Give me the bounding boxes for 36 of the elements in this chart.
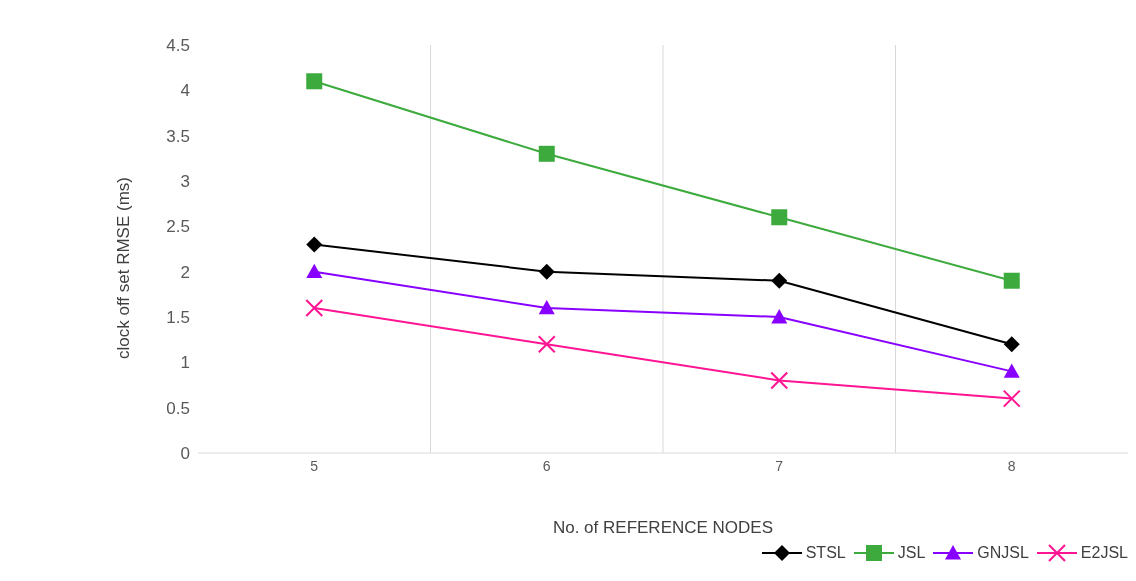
- x-tick-label: 6: [542, 457, 551, 474]
- point: [538, 299, 555, 315]
- point: [538, 263, 555, 280]
- y-tick-label: 2.5: [166, 217, 190, 237]
- point: [771, 209, 788, 226]
- x-tick-label: 8: [1007, 457, 1016, 474]
- x-axis-title: No. of REFERENCE NODES: [552, 518, 774, 537]
- y-tick-label: 0: [180, 444, 190, 464]
- y-tick-label: 3: [180, 172, 190, 192]
- point: [538, 145, 555, 162]
- x-tick-label: 7: [775, 457, 784, 474]
- point: [1002, 389, 1021, 408]
- y-tick-label: 1: [180, 353, 190, 373]
- point: [306, 236, 323, 253]
- point: [1003, 272, 1020, 289]
- legend-label: E2JSL: [1080, 544, 1128, 562]
- point: [770, 371, 789, 390]
- point: [1003, 336, 1020, 353]
- y-tick-label: 0.5: [166, 398, 190, 418]
- point: [537, 335, 556, 354]
- y-tick-label: 1.5: [166, 308, 190, 328]
- point: [306, 263, 323, 279]
- point: [306, 73, 323, 90]
- y-tick-label: 2: [180, 262, 190, 282]
- point: [1003, 363, 1020, 378]
- x-tick-label: 5: [310, 457, 319, 474]
- legend-label: STSL: [805, 544, 846, 562]
- y-tick-label: 4.5: [166, 36, 190, 56]
- legend-label: JSL: [897, 544, 926, 562]
- point: [771, 309, 788, 324]
- y-tick-label: 3.5: [166, 126, 190, 146]
- legend-label: GNJSL: [977, 544, 1029, 562]
- point: [771, 272, 788, 289]
- point: [305, 298, 324, 317]
- y-axis-title: clock off set RMSE (ms): [114, 177, 134, 359]
- y-tick-label: 4: [180, 81, 190, 101]
